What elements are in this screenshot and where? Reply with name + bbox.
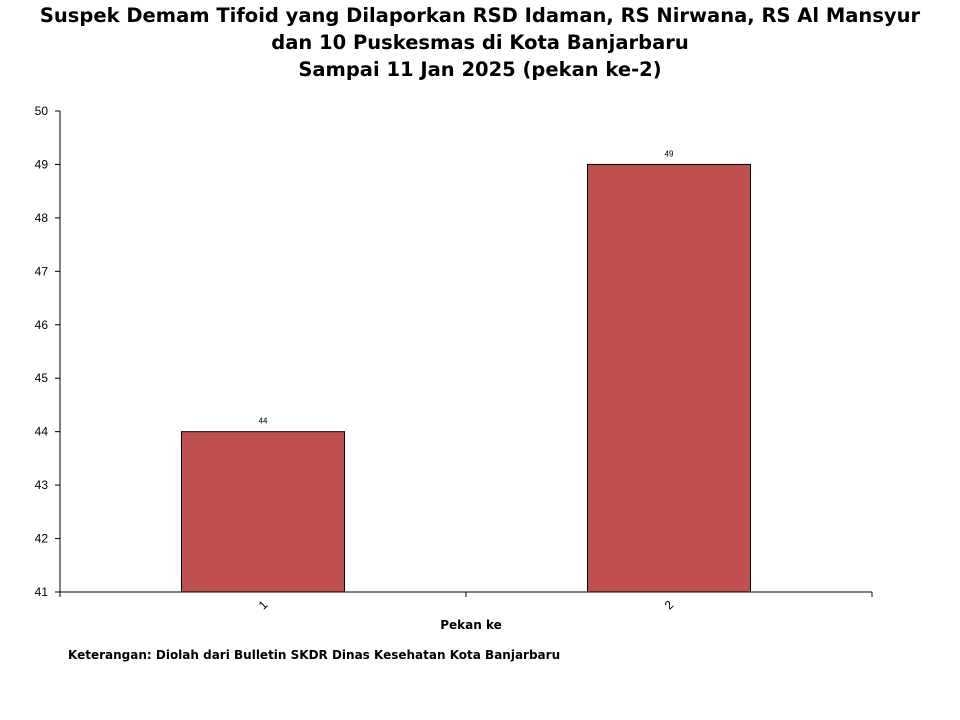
y-tick-label: 45 xyxy=(35,371,49,385)
y-tick-label: 43 xyxy=(35,478,49,492)
bar-week-1 xyxy=(181,431,345,593)
data-label: 44 xyxy=(259,417,268,426)
x-axis-title: Pekan ke xyxy=(440,618,502,632)
bar-week-2 xyxy=(587,163,751,593)
data-label: 49 xyxy=(665,149,674,158)
chart-title-line-2: dan 10 Puskesmas di Kota Banjarbaru xyxy=(271,31,689,54)
y-tick-label: 49 xyxy=(35,157,49,171)
y-tick-label: 48 xyxy=(35,211,49,225)
y-tick-label: 42 xyxy=(35,532,49,546)
x-tick-label: 1 xyxy=(256,597,271,612)
footnote: Keterangan: Diolah dari Bulletin SKDR Di… xyxy=(68,648,561,662)
y-tick-label: 50 xyxy=(35,104,49,118)
y-tick-label: 41 xyxy=(35,585,49,599)
x-tick-label: 2 xyxy=(662,597,677,612)
y-tick-label: 47 xyxy=(35,264,49,278)
chart-title-line-1: Suspek Demam Tifoid yang Dilaporkan RSD … xyxy=(39,4,921,27)
y-tick-label: 46 xyxy=(35,318,49,332)
chart-title: Suspek Demam Tifoid yang Dilaporkan RSD … xyxy=(0,2,960,83)
y-tick-label: 44 xyxy=(35,425,49,439)
chart-title-line-3: Sampai 11 Jan 2025 (pekan ke-2) xyxy=(298,58,662,81)
